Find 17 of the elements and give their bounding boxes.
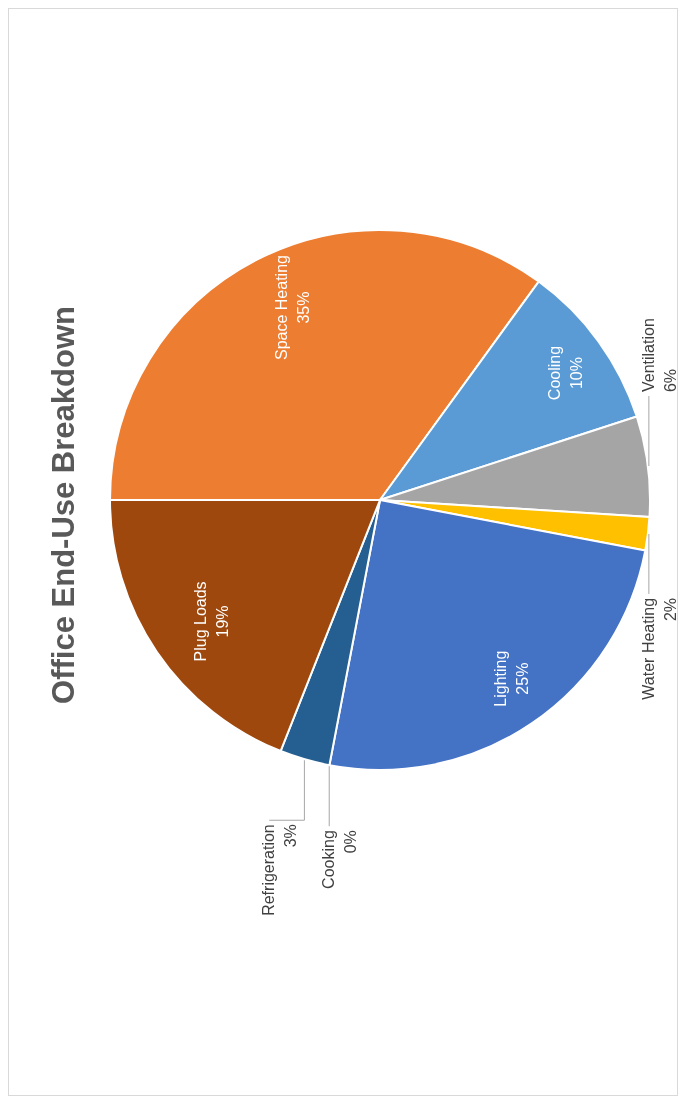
data-label: 19% xyxy=(214,605,232,638)
slice-label: Refrigeration xyxy=(260,824,278,916)
slice-label: Ventilation xyxy=(639,318,657,393)
slice-label: Cooling xyxy=(545,345,563,401)
data-label: 10% xyxy=(567,357,585,390)
text: Office End-Use Breakdown xyxy=(46,306,81,704)
text: 0% xyxy=(342,830,360,854)
slice-label: Space Heating xyxy=(272,255,290,361)
slice-label: Plug Loads xyxy=(192,581,210,662)
data-label: 6% xyxy=(661,368,679,393)
data-label: 2% xyxy=(661,597,679,622)
data-label: 25% xyxy=(514,662,532,695)
data-label: 3% xyxy=(282,824,300,848)
slice-label: Water Heating xyxy=(639,597,657,700)
category-label: Cooking xyxy=(320,830,338,889)
data-label: 35% xyxy=(294,291,312,324)
slice-label: Lighting xyxy=(492,650,510,707)
